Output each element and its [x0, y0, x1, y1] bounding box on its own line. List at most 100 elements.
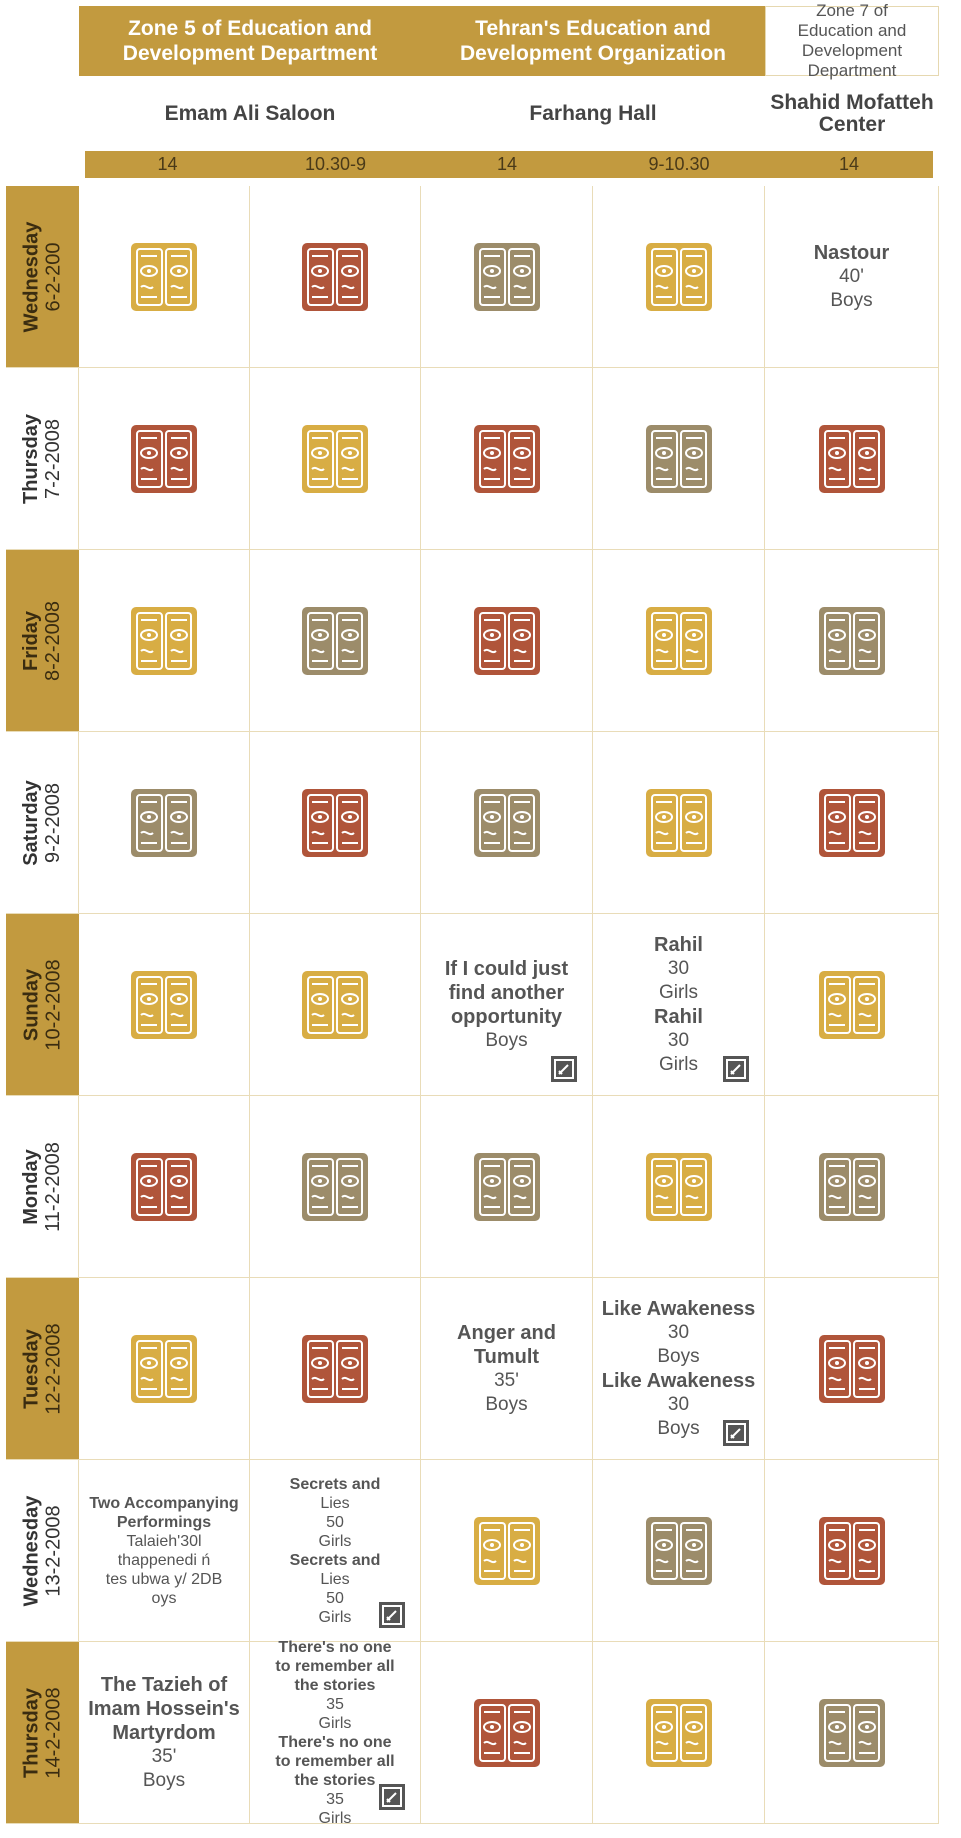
schedule-cell: [421, 732, 593, 914]
program-icon: [131, 242, 197, 311]
program-icon: [818, 970, 885, 1039]
program-icon: [473, 788, 540, 857]
schedule-cell: [593, 550, 765, 732]
day-label: Saturday 9-2-2008: [6, 732, 79, 914]
day-text: Monday 11-2-2008: [20, 1142, 64, 1232]
cell-text: If I could just: [444, 957, 569, 980]
cell-text: Two Accompanying: [89, 1494, 239, 1512]
cell-text: thappenedi ń: [117, 1551, 211, 1569]
schedule-cell: If I could just find another opportunity Bo…: [421, 914, 593, 1096]
venue-header: Farhang Hall: [529, 101, 657, 125]
schedule-cell: [765, 368, 939, 550]
cell-text: Like Awakeness: [601, 1369, 756, 1392]
cell-text: to remember all: [275, 1752, 395, 1770]
schedule-cell: [79, 914, 250, 1096]
program-icon: [302, 788, 368, 857]
schedule-cell: [421, 1642, 593, 1824]
schedule-cell: [765, 1278, 939, 1460]
edit-icon: [723, 1056, 749, 1082]
schedule-cell: [765, 550, 939, 732]
day-text: Friday 8-2-2008: [21, 600, 65, 680]
schedule-cell: Secrets and Lies 50 Girls Secrets and Lies 50 G…: [250, 1460, 421, 1642]
schedule-cell: [79, 550, 250, 732]
program-icon: [818, 1698, 885, 1767]
day-name: Thursday: [20, 1687, 43, 1778]
day-date: 7-2-2008: [42, 418, 64, 499]
cell-text: Nastour: [813, 241, 890, 264]
program-icon: [645, 1516, 712, 1585]
cell-text: Lies: [320, 1494, 350, 1512]
program-icon: [818, 1334, 885, 1403]
cell-text: find another: [448, 981, 565, 1004]
program-icon: [818, 1516, 885, 1585]
day-name: Friday: [20, 610, 43, 671]
cell-text: the stories: [294, 1771, 376, 1789]
day-date: 8-2-2008: [42, 600, 65, 681]
program-icon: [131, 1152, 197, 1221]
cell-text: 35: [326, 1790, 344, 1808]
day-text: Tuesday 12-2-2008: [21, 1323, 65, 1414]
cell-text: 35': [494, 1369, 519, 1391]
schedule-cell: Anger and Tumult 35' Boys: [421, 1278, 593, 1460]
schedule-cell: Rahil 30 Girls Rahil 30 Girls: [593, 914, 765, 1096]
schedule-cell: [250, 1096, 421, 1278]
schedule-cell: [250, 1278, 421, 1460]
time-header: 14: [85, 151, 250, 178]
program-icon: [302, 242, 368, 311]
program-icon: [302, 970, 368, 1039]
schedule-cell: Two Accompanying Performings Talaieh'30l th…: [79, 1460, 250, 1642]
schedule-cell: [421, 186, 593, 368]
cell-text: Secrets and: [289, 1475, 381, 1493]
cell-text: Girls: [658, 981, 699, 1003]
schedule-cell: [593, 732, 765, 914]
schedule-cell: [421, 1096, 593, 1278]
organization-header: Tehran's Education and Development Organ…: [421, 6, 765, 76]
cell-text: Boys: [657, 1345, 700, 1367]
schedule-cell: Like Awakeness 30 Boys Like Awakeness 30 Boys: [593, 1278, 765, 1460]
day-date: 11-2-2008: [42, 1141, 65, 1232]
cell-text: oys: [151, 1589, 177, 1607]
schedule-cell: [593, 1642, 765, 1824]
organization-header: Zone 7 of Education and Development Depa…: [765, 1, 939, 80]
day-text: Thursday 7-2-2008: [20, 413, 64, 503]
day-label: Wednesday 6-2-200: [6, 186, 79, 368]
cell-text: Girls: [318, 1608, 352, 1626]
cell-text: The Tazieh of: [100, 1673, 228, 1696]
day-text: Saturday 9-2-2008: [20, 780, 64, 866]
time-header: 14: [421, 151, 593, 178]
cell-text: 35: [326, 1695, 344, 1713]
program-icon: [302, 424, 368, 493]
edit-icon: [723, 1420, 749, 1446]
program-icon: [645, 242, 712, 311]
day-date: 6-2-200: [42, 242, 65, 311]
day-date: 12-2-2008: [42, 1322, 65, 1415]
day-text: Wednesday 13-2-2008: [20, 1495, 64, 1606]
schedule-cell: Nastour 40' Boys: [765, 186, 939, 368]
program-icon: [302, 1152, 368, 1221]
cell-text: There's no one: [278, 1733, 392, 1751]
schedule-cell: [593, 1460, 765, 1642]
schedule-cell: [79, 368, 250, 550]
cell-text: Imam Hossein's: [88, 1697, 240, 1720]
cell-text: Girls: [318, 1809, 352, 1827]
cell-text: 40': [839, 265, 864, 287]
schedule-cell: [765, 1642, 939, 1824]
program-icon: [818, 1152, 885, 1221]
day-label: Friday 8-2-2008: [6, 550, 79, 732]
schedule-cell: [421, 368, 593, 550]
program-icon: [131, 970, 197, 1039]
cell-text: Secrets and: [289, 1551, 381, 1569]
program-icon: [302, 606, 368, 675]
schedule-cell: [79, 1096, 250, 1278]
cell-text: Boys: [657, 1417, 700, 1439]
program-icon: [473, 1516, 540, 1585]
program-icon: [473, 242, 540, 311]
cell-text: Girls: [318, 1532, 352, 1550]
edit-icon: [379, 1602, 405, 1628]
cell-text: to remember all: [275, 1657, 395, 1675]
day-label: Wednesday 13-2-2008: [6, 1460, 79, 1642]
day-label: Monday 11-2-2008: [6, 1096, 79, 1278]
cell-text: 30: [667, 1321, 690, 1343]
schedule-cell: [250, 186, 421, 368]
